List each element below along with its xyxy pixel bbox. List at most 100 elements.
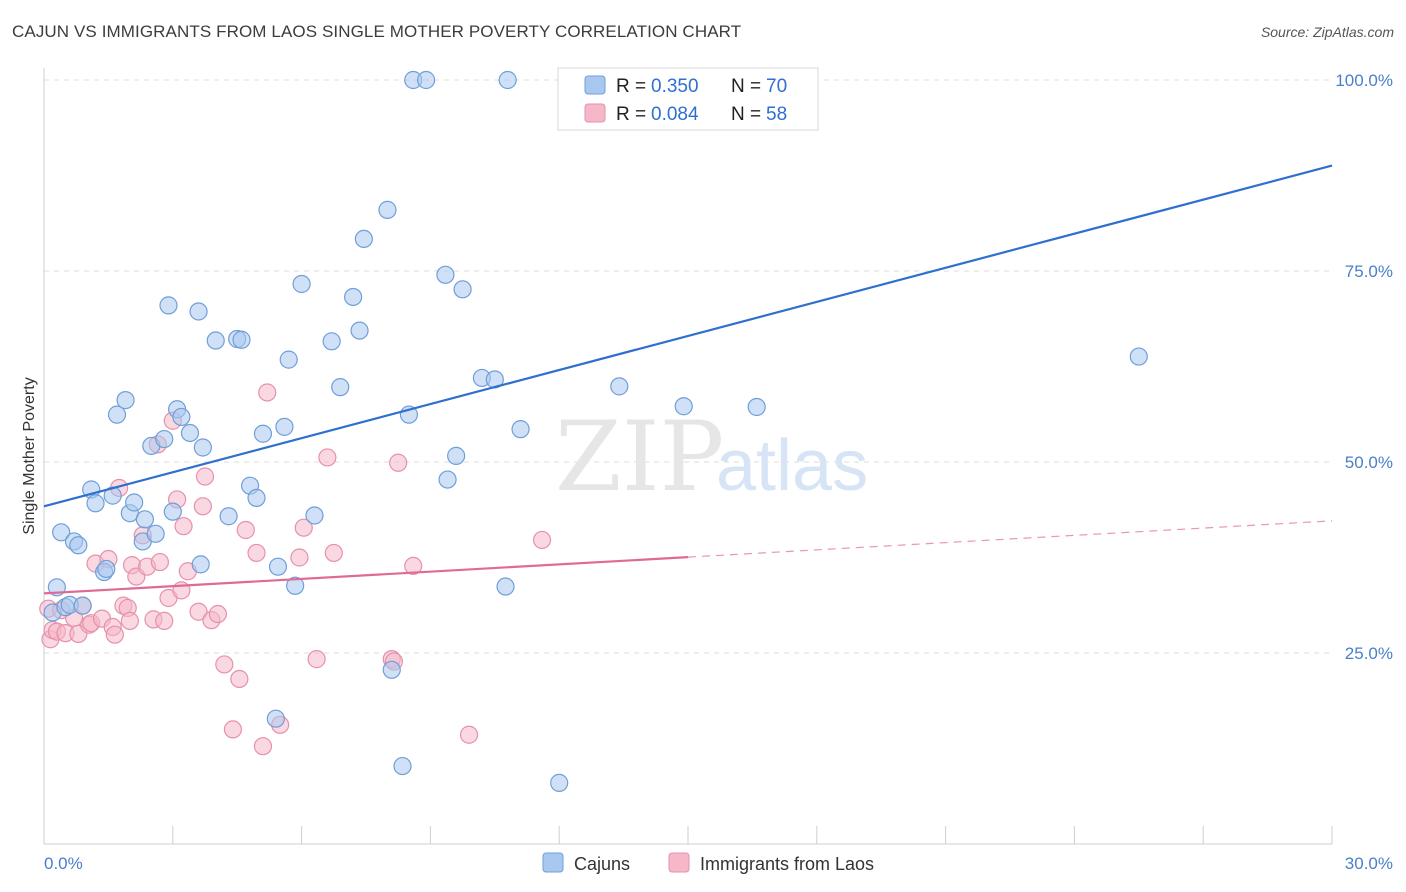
cajun-point bbox=[498, 70, 517, 90]
cajun-point bbox=[268, 557, 288, 576]
cajun-point bbox=[172, 407, 191, 427]
cajun-point bbox=[159, 296, 178, 315]
laos-point bbox=[307, 650, 326, 669]
cajun-point bbox=[232, 330, 251, 349]
cajun-point bbox=[378, 200, 397, 219]
trend-lines bbox=[43, 164, 1333, 595]
cajun-point bbox=[438, 470, 457, 489]
cajun-point bbox=[189, 302, 208, 321]
cajun-point bbox=[393, 756, 412, 776]
cajun-point bbox=[73, 596, 92, 615]
laos-point bbox=[247, 543, 266, 563]
source-label: Source: ZipAtlas.com bbox=[1260, 24, 1394, 40]
laos-point bbox=[459, 725, 479, 744]
laos-point bbox=[150, 552, 170, 572]
cajun-point bbox=[247, 488, 266, 508]
laos-point bbox=[155, 611, 174, 631]
laos-point bbox=[215, 655, 234, 674]
cajun-point bbox=[322, 332, 341, 351]
cajun-point bbox=[496, 577, 515, 596]
cajun-point bbox=[279, 350, 298, 369]
cajun-point bbox=[206, 331, 225, 350]
laos-point bbox=[230, 669, 249, 689]
cajun-point bbox=[674, 397, 693, 416]
cajun-point bbox=[453, 280, 472, 299]
cajun-point bbox=[436, 265, 455, 284]
legend-laos-n-value: 58 bbox=[766, 104, 787, 125]
legend-bottom: Cajuns Immigrants from Laos bbox=[542, 852, 874, 874]
cajun-point bbox=[253, 424, 273, 443]
cajun-point bbox=[69, 536, 88, 555]
watermark-atlas: atlas bbox=[716, 426, 868, 506]
cajun-point bbox=[107, 405, 127, 424]
legend-cajun-n-label: N = bbox=[731, 76, 761, 97]
cajun-point bbox=[286, 576, 305, 595]
cajun-point bbox=[52, 523, 71, 542]
legend-cajun-r-value: 0.350 bbox=[651, 76, 699, 97]
legend-cajun-r-label: R = bbox=[616, 76, 646, 97]
legend-laos-r-label: R = bbox=[616, 104, 646, 125]
legend-top: R = 0.350 N = 70 R = 0.084 N = 58 bbox=[557, 67, 819, 131]
cajun-point bbox=[155, 429, 174, 449]
cajun-point bbox=[275, 417, 294, 436]
cajun-point bbox=[97, 559, 116, 579]
laos-point bbox=[294, 518, 313, 537]
cajun-point bbox=[382, 660, 401, 679]
chart-title: CAJUN VS IMMIGRANTS FROM LAOS SINGLE MOT… bbox=[12, 22, 742, 41]
y-tick-label: 25.0% bbox=[1345, 644, 1393, 663]
x-tick-label-min: 0.0% bbox=[44, 854, 83, 873]
laos-point bbox=[258, 383, 277, 402]
cajun-point bbox=[292, 274, 311, 294]
laos-point bbox=[195, 467, 215, 486]
laos-point bbox=[193, 497, 212, 516]
laos-point bbox=[236, 520, 255, 540]
cajun-point bbox=[305, 506, 324, 525]
laos-point bbox=[532, 530, 552, 550]
cajun-trend-line bbox=[43, 164, 1333, 508]
cajun-point bbox=[116, 391, 135, 410]
y-tick-label: 100.0% bbox=[1335, 71, 1393, 90]
cajun-point bbox=[191, 555, 210, 574]
y-tick-labels: 25.0% 50.0% 75.0% 100.0% bbox=[1335, 71, 1393, 663]
legend-laos-swatch bbox=[584, 103, 606, 123]
laos-trend-line bbox=[43, 556, 689, 595]
legend-laos-n-label: N = bbox=[731, 104, 761, 125]
laos-point bbox=[253, 737, 273, 756]
laos-point bbox=[290, 548, 309, 567]
laos-point bbox=[174, 517, 193, 536]
cajun-point bbox=[135, 510, 154, 529]
x-ticks bbox=[172, 826, 1333, 844]
cajun-point bbox=[354, 229, 373, 249]
series-cajun-points bbox=[43, 70, 1148, 792]
cajun-point bbox=[447, 446, 466, 465]
laos-point bbox=[120, 611, 139, 631]
laos-trend-extension bbox=[687, 520, 1333, 558]
grid bbox=[44, 79, 1332, 654]
legend-laos-r-value: 0.084 bbox=[651, 104, 699, 125]
cajun-point bbox=[610, 377, 629, 396]
laos-point bbox=[223, 720, 243, 739]
cajun-point bbox=[219, 507, 238, 526]
cajun-point bbox=[163, 502, 182, 521]
legend-cajun-swatch bbox=[584, 75, 606, 95]
legend-bottom-laos-label: Immigrants from Laos bbox=[700, 854, 874, 874]
laos-point bbox=[318, 448, 337, 467]
laos-point bbox=[324, 543, 343, 563]
cajun-point bbox=[550, 773, 569, 792]
cajun-point bbox=[180, 423, 200, 443]
y-tick-label: 50.0% bbox=[1345, 453, 1393, 472]
cajun-point bbox=[344, 287, 363, 307]
watermark-zip: ZIP bbox=[555, 401, 724, 513]
legend-bottom-laos-swatch bbox=[668, 852, 690, 873]
y-tick-label: 75.0% bbox=[1345, 262, 1393, 281]
cajun-point bbox=[266, 709, 285, 728]
laos-point bbox=[404, 556, 423, 576]
cajun-point bbox=[331, 378, 350, 397]
laos-point bbox=[189, 602, 208, 621]
laos-point bbox=[208, 604, 227, 624]
cajun-point bbox=[193, 438, 212, 457]
x-tick-label-max: 30.0% bbox=[1345, 854, 1393, 873]
legend-bottom-cajun-swatch bbox=[542, 852, 564, 873]
cajun-point bbox=[417, 70, 436, 90]
